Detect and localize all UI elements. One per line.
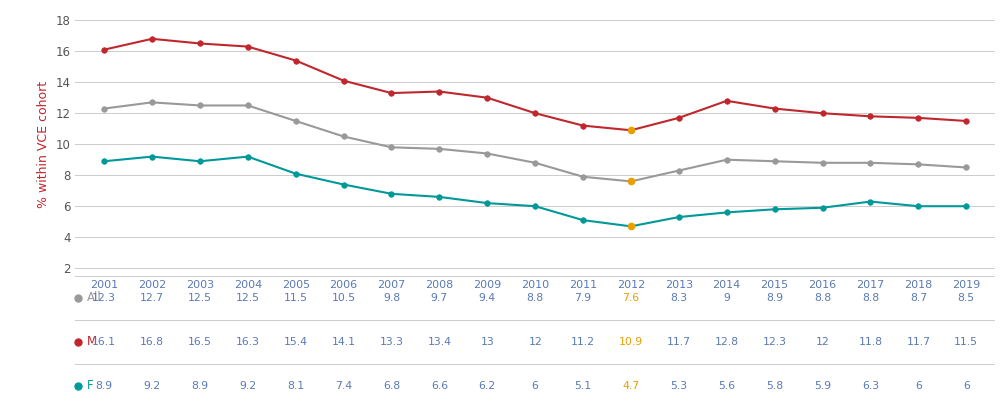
Text: M: M	[87, 335, 97, 348]
Text: 16.5: 16.5	[188, 337, 212, 347]
Text: 11.5: 11.5	[954, 337, 978, 347]
Text: 9.4: 9.4	[478, 293, 495, 303]
Text: 14.1: 14.1	[332, 337, 356, 347]
Text: 5.6: 5.6	[719, 381, 736, 391]
Text: 16.8: 16.8	[140, 337, 164, 347]
Text: 11.5: 11.5	[283, 293, 308, 303]
Text: 8.7: 8.7	[910, 293, 927, 303]
Text: 9.8: 9.8	[383, 293, 400, 303]
Text: 8.8: 8.8	[862, 293, 879, 303]
Text: 5.1: 5.1	[575, 381, 592, 391]
Text: 12: 12	[529, 337, 542, 347]
Text: 13.4: 13.4	[427, 337, 451, 347]
Text: 8.5: 8.5	[958, 293, 975, 303]
Text: F: F	[87, 379, 94, 392]
Text: 5.9: 5.9	[814, 381, 831, 391]
Text: 16.1: 16.1	[92, 337, 117, 347]
Text: 7.9: 7.9	[575, 293, 592, 303]
Text: 12.5: 12.5	[236, 293, 260, 303]
Text: 6: 6	[532, 381, 539, 391]
Text: 12.5: 12.5	[188, 293, 212, 303]
Text: 16.3: 16.3	[236, 337, 260, 347]
Text: 11.8: 11.8	[858, 337, 882, 347]
Text: 4.7: 4.7	[622, 381, 639, 391]
Text: 8.9: 8.9	[191, 381, 208, 391]
Text: 9.7: 9.7	[431, 293, 448, 303]
Text: 11.7: 11.7	[667, 337, 690, 347]
Text: All: All	[87, 291, 103, 305]
Text: 13: 13	[480, 337, 494, 347]
Text: 6.2: 6.2	[478, 381, 495, 391]
Text: 6: 6	[963, 381, 970, 391]
Text: 7.4: 7.4	[335, 381, 352, 391]
Text: 12.7: 12.7	[140, 293, 164, 303]
Text: 9.2: 9.2	[144, 381, 161, 391]
Text: 12.8: 12.8	[715, 337, 739, 347]
Text: 5.3: 5.3	[670, 381, 687, 391]
Text: 5.8: 5.8	[766, 381, 783, 391]
Text: 6.3: 6.3	[862, 381, 879, 391]
Text: 6.8: 6.8	[383, 381, 400, 391]
Text: 12.3: 12.3	[763, 337, 787, 347]
Text: 9: 9	[724, 293, 731, 303]
Text: 8.9: 8.9	[766, 293, 783, 303]
Text: 8.9: 8.9	[95, 381, 113, 391]
Text: 12: 12	[816, 337, 829, 347]
Text: 13.3: 13.3	[380, 337, 403, 347]
Text: 8.1: 8.1	[287, 381, 305, 391]
Text: 15.4: 15.4	[283, 337, 308, 347]
Text: 8.8: 8.8	[527, 293, 544, 303]
Text: 7.6: 7.6	[622, 293, 639, 303]
Text: 6: 6	[915, 381, 922, 391]
Text: 10.5: 10.5	[332, 293, 356, 303]
Text: 12.3: 12.3	[92, 293, 117, 303]
Y-axis label: % within VCE cohort: % within VCE cohort	[37, 81, 50, 208]
Text: 11.7: 11.7	[907, 337, 931, 347]
Text: 9.2: 9.2	[239, 381, 256, 391]
Text: 10.9: 10.9	[619, 337, 643, 347]
Text: 8.8: 8.8	[814, 293, 831, 303]
Text: 6.6: 6.6	[431, 381, 448, 391]
Text: 8.3: 8.3	[670, 293, 687, 303]
Text: 11.2: 11.2	[571, 337, 595, 347]
